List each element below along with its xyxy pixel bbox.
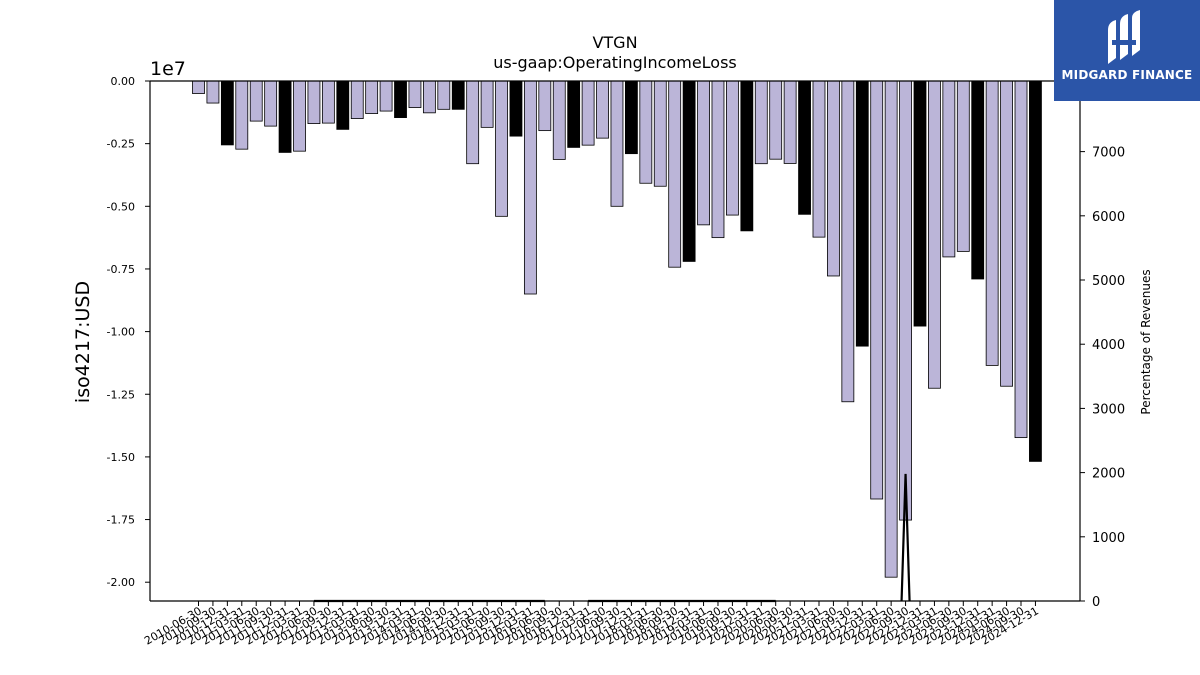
bar-2022-09-30 bbox=[899, 80, 912, 521]
bar-2017-12-31 bbox=[625, 80, 638, 155]
bar-2023-06-30 bbox=[942, 80, 956, 258]
pct-revenue-spike bbox=[900, 473, 911, 602]
axes-layer: 0.00 -0.25 -0.50 -0.75 -1.00 -1.25 -1.50 -1.75 -… bbox=[107, 75, 1126, 648]
bar-2011-12-31 bbox=[278, 80, 292, 153]
bar-2015-06-30 bbox=[480, 80, 494, 128]
bar-2015-12-31 bbox=[509, 80, 523, 137]
bar-2015-09-30 bbox=[495, 80, 508, 217]
bar-2014-06-30 bbox=[422, 80, 436, 114]
y-tick-label: -1.50 bbox=[107, 451, 135, 464]
bar-2017-03-31 bbox=[581, 80, 595, 146]
y2-tick-label: 6000 bbox=[1092, 210, 1125, 225]
y-tick-label: 0.00 bbox=[111, 75, 136, 88]
bar-2010-06-30 bbox=[192, 80, 205, 94]
bar-2019-06-30 bbox=[711, 80, 725, 239]
bar-2021-03-31 bbox=[812, 80, 826, 238]
bar-2018-12-31 bbox=[682, 80, 696, 262]
bar-2019-12-31 bbox=[740, 80, 754, 232]
bar-2022-12-31 bbox=[913, 80, 927, 327]
y-tick-label: -1.00 bbox=[107, 326, 135, 339]
bar-2020-12-31 bbox=[798, 80, 811, 215]
bar-2017-09-30 bbox=[610, 80, 624, 207]
bar-2016-03-31 bbox=[523, 80, 537, 295]
y-tick-label: -1.25 bbox=[107, 388, 135, 401]
bar-2024-03-31 bbox=[985, 80, 999, 366]
y2-tick-label: 5000 bbox=[1092, 274, 1125, 289]
bar-2013-12-31 bbox=[394, 80, 407, 118]
bar-2015-03-31 bbox=[466, 80, 480, 165]
y-tick-label: -0.75 bbox=[107, 263, 135, 276]
bar-2021-12-31 bbox=[855, 80, 869, 347]
bar-2023-09-30 bbox=[956, 80, 970, 252]
bar-2014-03-31 bbox=[408, 80, 422, 108]
bar-2020-09-30 bbox=[783, 80, 797, 164]
y-axis-label: iso4217:USD bbox=[72, 281, 94, 403]
bars-layer bbox=[192, 80, 1042, 578]
bar-2019-03-31 bbox=[697, 80, 710, 226]
bar-2020-06-30 bbox=[769, 80, 783, 160]
bar-2014-12-31 bbox=[451, 80, 465, 110]
bar-2021-09-30 bbox=[841, 80, 855, 403]
bar-2016-09-30 bbox=[552, 80, 566, 160]
bar-2014-09-30 bbox=[437, 80, 451, 110]
y2-tick-label: 7000 bbox=[1092, 146, 1125, 161]
bar-2022-06-30 bbox=[884, 80, 898, 578]
bar-2024-12-31 bbox=[1029, 80, 1042, 462]
bar-2021-06-30 bbox=[827, 80, 840, 277]
bar-2012-06-30 bbox=[307, 80, 321, 124]
chart-title: VTGN bbox=[592, 33, 637, 52]
bar-2013-03-31 bbox=[350, 80, 364, 119]
y-tick-label: -0.25 bbox=[107, 138, 135, 151]
y-tick-label: -1.75 bbox=[107, 514, 135, 527]
bar-2012-03-31 bbox=[293, 80, 306, 152]
bar-2023-12-31 bbox=[971, 80, 985, 280]
bar-2024-09-30 bbox=[1014, 80, 1028, 439]
bar-2013-09-30 bbox=[379, 80, 393, 112]
brand-mark-icon bbox=[1108, 10, 1140, 64]
bar-2012-09-30 bbox=[321, 80, 335, 124]
y2-tick-label: 0 bbox=[1092, 595, 1100, 610]
brand-name: MIDGARD FINANCE bbox=[1061, 68, 1193, 82]
y2-tick-label: 1000 bbox=[1092, 531, 1125, 546]
bar-2013-06-30 bbox=[365, 80, 379, 114]
bar-2022-03-31 bbox=[870, 80, 884, 500]
y2-tick-label: 2000 bbox=[1092, 467, 1125, 482]
y2-tick-label: 3000 bbox=[1092, 402, 1125, 417]
y-tick-label: -0.50 bbox=[107, 200, 135, 213]
bar-2018-03-31 bbox=[639, 80, 653, 184]
bar-2010-12-31 bbox=[220, 80, 234, 146]
bar-2023-03-31 bbox=[928, 80, 941, 389]
y-offset-label: 1e7 bbox=[150, 58, 186, 80]
chart-subtitle: us-gaap:OperatingIncomeLoss bbox=[493, 53, 737, 72]
bar-2011-06-30 bbox=[249, 80, 263, 122]
bar-2010-09-30 bbox=[206, 80, 220, 104]
bar-2011-03-31 bbox=[235, 80, 249, 150]
bar-2020-03-31 bbox=[754, 80, 768, 165]
bar-2018-09-30 bbox=[668, 80, 682, 268]
bar-2019-09-30 bbox=[726, 80, 739, 216]
bar-2012-12-31 bbox=[336, 80, 350, 130]
y2-axis-label: Percentage of Revenues bbox=[1139, 269, 1153, 414]
y2-tick-label: 4000 bbox=[1092, 338, 1125, 353]
y-tick-label: -2.00 bbox=[107, 576, 135, 589]
bar-2018-06-30 bbox=[653, 80, 667, 187]
bar-2016-12-31 bbox=[567, 80, 581, 148]
bar-2017-06-30 bbox=[596, 80, 609, 139]
brand-logo: MIDGARD FINANCE bbox=[1054, 0, 1200, 101]
bar-2024-06-30 bbox=[1000, 80, 1013, 387]
bar-2011-09-30 bbox=[264, 80, 278, 127]
line-layer bbox=[313, 473, 911, 603]
bar-2016-06-30 bbox=[538, 80, 552, 132]
